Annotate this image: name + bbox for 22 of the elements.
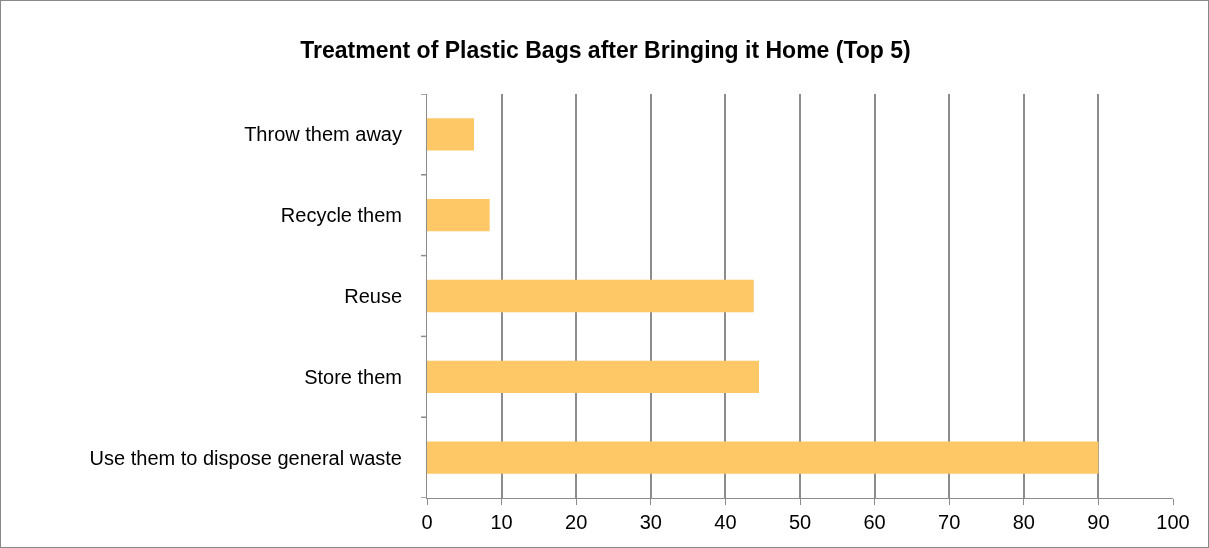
- x-tick-label: 70: [938, 511, 961, 533]
- y-tick-label: Reuse: [344, 285, 402, 307]
- bar: [427, 199, 490, 232]
- x-tick-label: 80: [1012, 511, 1035, 533]
- x-tick-label: 90: [1087, 511, 1110, 533]
- x-tick-label: 50: [788, 511, 812, 533]
- chart-title: Treatment of Plastic Bags after Bringing it Home (Top 5): [300, 37, 911, 64]
- y-tick-label: Use them to dispose general waste: [89, 446, 402, 469]
- x-tick-label: 10: [490, 511, 513, 533]
- bar: [427, 441, 1099, 474]
- x-tick-label: 40: [714, 511, 737, 533]
- bar: [427, 279, 754, 313]
- x-tick-label: 30: [639, 511, 662, 533]
- y-tick-label: Recycle them: [280, 204, 402, 227]
- x-tick-label: 20: [565, 511, 588, 533]
- x-tick-label: 0: [421, 511, 433, 533]
- bar: [427, 360, 759, 393]
- x-tick-label: 100: [1156, 511, 1190, 533]
- bar: [427, 118, 474, 151]
- y-tick-label: Store them: [304, 365, 402, 388]
- y-tick-label: Throw them away: [244, 123, 402, 146]
- x-tick-label: 60: [863, 511, 886, 533]
